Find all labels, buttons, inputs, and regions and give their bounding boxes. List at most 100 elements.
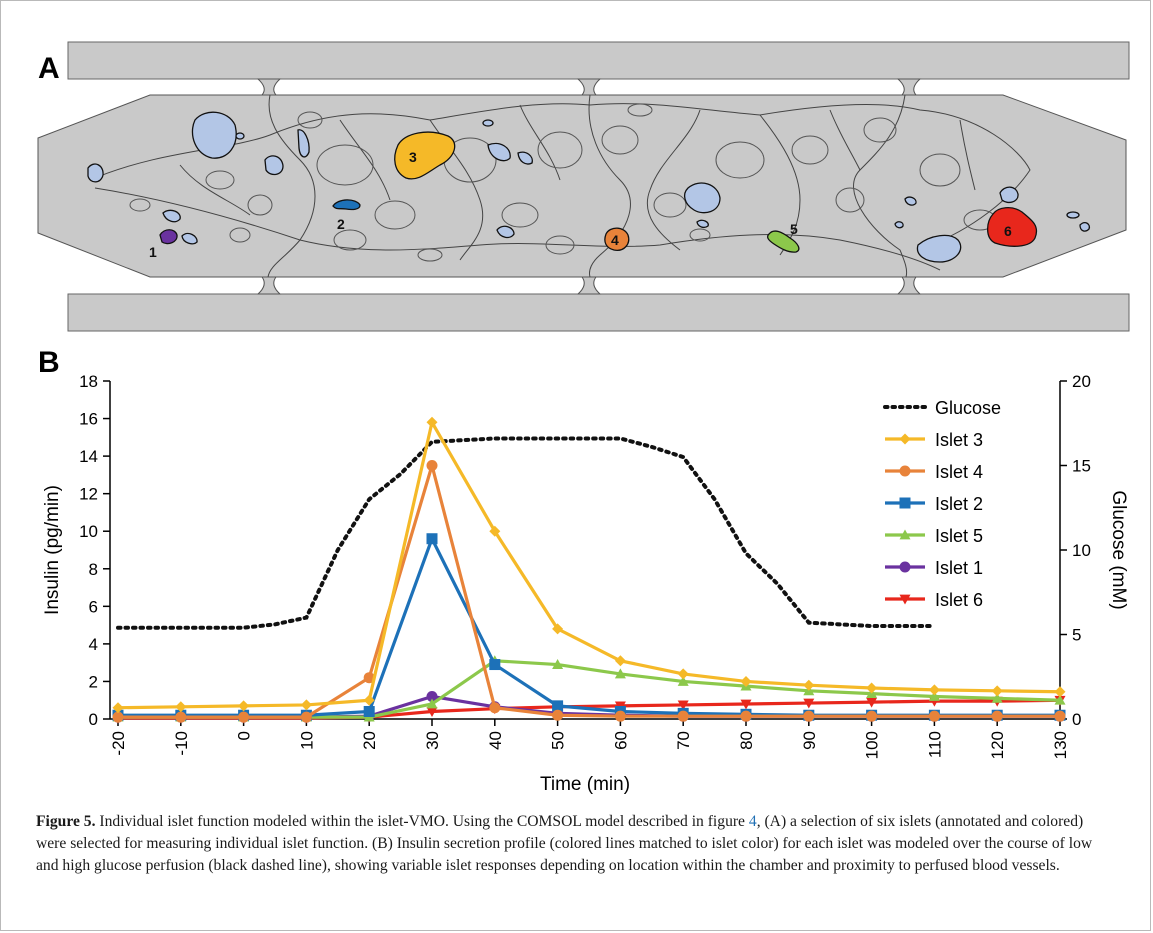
y2-tick-label: 10 xyxy=(1072,541,1091,560)
data-point xyxy=(300,699,312,711)
data-point xyxy=(175,701,187,713)
data-point xyxy=(866,697,878,708)
data-point xyxy=(614,668,626,679)
y-tick-label: 18 xyxy=(79,372,98,391)
legend-item-islet-1: Islet 1 xyxy=(885,558,983,578)
y2-tick-label: 15 xyxy=(1072,457,1091,476)
x-tick-label: 30 xyxy=(423,731,442,750)
data-point xyxy=(489,659,501,671)
data-point xyxy=(614,655,626,667)
data-point xyxy=(803,679,815,691)
islet-1-shape xyxy=(159,229,178,245)
legend-label: Islet 2 xyxy=(935,494,983,514)
data-point xyxy=(175,711,187,723)
chamber-connectors xyxy=(256,78,922,295)
data-point xyxy=(426,690,438,702)
y-tick-label: 12 xyxy=(79,485,98,504)
x-tick-label: 90 xyxy=(800,731,819,750)
x-tick-label: 40 xyxy=(486,731,505,750)
caption-text-2: , (A) a selection of six islets (annotat… xyxy=(36,813,1093,874)
legend-label: Glucose xyxy=(935,398,1001,418)
data-point xyxy=(1054,710,1066,722)
islet-5-shape xyxy=(767,230,800,253)
x-tick-label: 10 xyxy=(297,731,316,750)
data-point xyxy=(489,702,501,714)
islet-3-label: 3 xyxy=(409,149,417,165)
data-point xyxy=(928,710,940,722)
data-point xyxy=(363,672,375,684)
legend-item-islet-2: Islet 2 xyxy=(885,494,983,514)
data-point xyxy=(899,433,911,445)
legend-label: Islet 6 xyxy=(935,590,983,610)
top-channel xyxy=(67,41,1130,80)
vessel-network xyxy=(89,94,1031,278)
x-axis-label: Time (min) xyxy=(540,774,630,795)
x-tick-label: 50 xyxy=(549,731,568,750)
islet-2-shape xyxy=(332,199,361,211)
legend-item-glucose: Glucose xyxy=(883,398,1001,418)
data-point xyxy=(552,659,564,669)
data-point xyxy=(740,675,752,687)
data-point xyxy=(363,705,375,717)
y-tick-label: 10 xyxy=(79,522,98,541)
x-tick-label: 20 xyxy=(360,731,379,750)
data-point xyxy=(991,692,1003,703)
data-point xyxy=(426,698,438,709)
data-point xyxy=(112,711,124,723)
data-point xyxy=(614,710,626,722)
series-islet-4 xyxy=(112,460,1066,723)
data-point xyxy=(552,623,564,635)
legend-label: Islet 5 xyxy=(935,526,983,546)
data-point xyxy=(426,533,438,545)
data-point xyxy=(740,710,752,722)
y-tick-label: 4 xyxy=(89,635,98,654)
data-point xyxy=(803,710,815,722)
y-tick-label: 2 xyxy=(89,672,98,691)
data-point xyxy=(803,698,815,709)
islet-1-label: 1 xyxy=(149,244,157,260)
y-tick-label: 0 xyxy=(89,710,98,729)
islet-6-shape xyxy=(986,207,1038,247)
legend-item-islet-4: Islet 4 xyxy=(885,462,983,482)
x-tick-label: 110 xyxy=(925,731,944,758)
islet-2-label: 2 xyxy=(337,216,345,232)
data-point xyxy=(866,710,878,722)
islet-3-shape xyxy=(394,131,456,180)
data-point xyxy=(677,675,689,686)
series-line xyxy=(118,463,1060,719)
data-point xyxy=(677,668,689,680)
caption-figure-ref[interactable]: 4 xyxy=(748,813,757,830)
data-point xyxy=(899,529,911,540)
panel-b-chart: B 0 2 4 6 8 10 12 14 16 18 0 5 10 15 20 -20 -10 0 10 20 30… xyxy=(38,346,1129,795)
x-tick-label: -10 xyxy=(172,731,191,756)
islet-4-shape xyxy=(604,227,630,251)
x-tick-label: 70 xyxy=(674,731,693,750)
y2-tick-label: 0 xyxy=(1072,710,1081,729)
data-point xyxy=(899,465,911,477)
caption-label: Figure 5. xyxy=(36,813,96,830)
tissue-chamber xyxy=(37,94,1127,278)
data-point xyxy=(1054,694,1066,705)
y2-tick-label: 20 xyxy=(1072,372,1091,391)
data-point xyxy=(238,711,250,723)
panel-a-label: A xyxy=(38,52,60,85)
legend-item-islet-3: Islet 3 xyxy=(885,430,983,450)
x-tick-label: 0 xyxy=(235,731,254,740)
data-point xyxy=(677,700,689,711)
legend-label: Islet 1 xyxy=(935,558,983,578)
data-point xyxy=(928,690,940,701)
data-point xyxy=(991,685,1003,697)
y-axis-label: Insulin (pg/min) xyxy=(42,485,63,615)
data-point xyxy=(426,460,438,471)
data-point xyxy=(426,416,438,428)
data-point xyxy=(899,594,911,605)
islet-5-label: 5 xyxy=(790,221,798,237)
right-y-ticks: 0 5 10 15 20 xyxy=(1060,372,1091,729)
data-point xyxy=(899,497,911,509)
left-y-ticks: 0 2 4 6 8 10 12 14 16 18 xyxy=(79,372,110,729)
legend: Glucose Islet 3 Islet 4 Islet 2 Islet 5 Islet… xyxy=(883,398,1001,610)
panel-a-schematic: A xyxy=(37,41,1130,332)
data-point xyxy=(899,561,911,573)
data-point xyxy=(991,710,1003,722)
